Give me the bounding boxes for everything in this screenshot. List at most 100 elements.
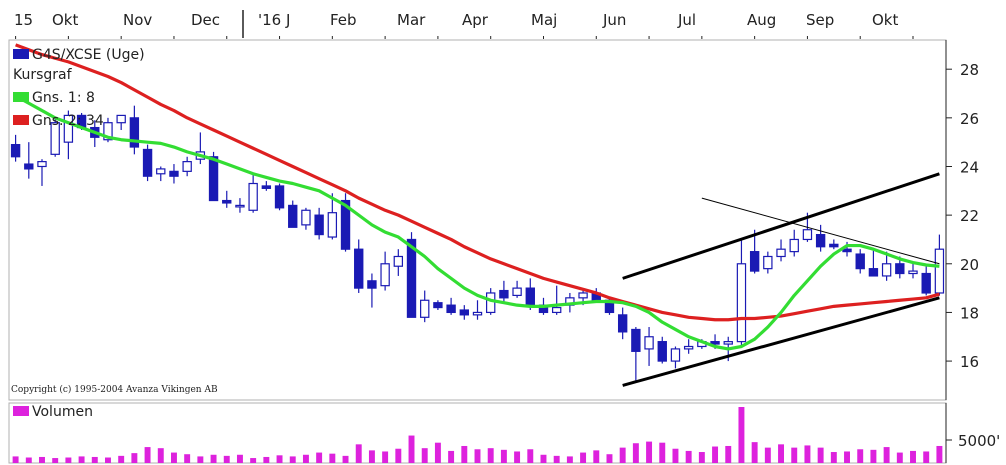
candle-body <box>169 170 179 177</box>
volume-bar <box>527 449 534 463</box>
volume-bar <box>144 447 151 463</box>
volume-bar <box>408 435 415 463</box>
candle-body <box>855 253 865 270</box>
candle-body <box>723 341 733 345</box>
candle-body <box>525 287 535 306</box>
legend: G4S/XCSE (Uge) Kursgraf Gns. 1: 8 Gns. 2… <box>13 47 145 129</box>
volume-bar <box>170 452 177 463</box>
candle-body <box>420 299 430 318</box>
candle-body <box>340 199 351 250</box>
volume-bar <box>448 450 455 463</box>
volume-bar <box>434 442 441 463</box>
volume-bar <box>276 455 283 463</box>
volume-bar <box>316 452 323 463</box>
volume-bar <box>355 444 362 463</box>
volume-bar <box>910 450 916 463</box>
volume-bar <box>25 457 32 463</box>
candle-body <box>354 248 364 289</box>
volume-bar <box>857 449 864 463</box>
candle-body <box>288 204 298 228</box>
legend-swatch-ma34 <box>13 115 29 125</box>
volume-bar <box>619 447 626 463</box>
volume-bar <box>659 442 666 463</box>
x-axis-label: '16 J <box>258 11 290 29</box>
volume-bar <box>751 442 758 463</box>
y-axis-tick-label: 24 <box>960 158 979 176</box>
candle-body <box>670 348 681 362</box>
x-axis-labels: 15 Okt Nov Dec '16 J Feb Mar Apr Maj Jun Jul Aug Sep… <box>14 11 898 29</box>
candle-body <box>881 263 892 277</box>
candle-body <box>815 233 826 248</box>
volume-bar <box>197 456 204 463</box>
volume-bar <box>923 451 930 463</box>
volume-bar <box>593 450 600 463</box>
candle-body <box>776 248 786 258</box>
candle-body <box>829 243 839 248</box>
volume-bar <box>52 458 59 463</box>
moving-averages <box>14 43 940 351</box>
candle-body <box>380 263 390 287</box>
ma34-line <box>15 43 940 322</box>
x-axis-label: Okt <box>52 11 78 29</box>
candle-body <box>657 341 667 362</box>
ma8-line <box>14 94 940 351</box>
candle-body <box>235 204 245 208</box>
legend-label-kursgraf: Kursgraf <box>13 67 73 83</box>
y-axis-tick-label: 18 <box>960 304 979 322</box>
legend-label-ma34: Gns. 2: 34 <box>32 113 104 129</box>
volume-axis: 5000' <box>946 432 1000 450</box>
candle-body <box>142 148 153 177</box>
price-panel-frame <box>8 39 947 401</box>
candle-body <box>24 163 34 170</box>
candle-body <box>433 302 443 309</box>
trendlines <box>622 172 940 387</box>
volume-legend-swatch <box>13 406 29 416</box>
volume-bar <box>804 445 811 463</box>
volume-bar <box>382 451 389 463</box>
x-axis-label: Aug <box>747 11 776 29</box>
legend-swatch-main <box>13 49 29 59</box>
y-axis-ticks: 16 18 20 22 24 26 28 <box>946 61 979 371</box>
volume-bar <box>250 458 257 463</box>
volume-legend-label: Volumen <box>32 404 93 420</box>
x-axis-label: Okt <box>872 11 898 29</box>
volume-bar <box>632 443 639 463</box>
volume-bar <box>514 451 521 463</box>
volume-bar <box>685 450 692 463</box>
legend-swatch-ma8 <box>13 92 29 102</box>
candle-body <box>248 182 258 211</box>
volume-bar <box>302 454 309 463</box>
candle-body <box>578 292 588 299</box>
candle-body <box>156 168 166 175</box>
volume-legend: Volumen <box>13 404 93 420</box>
volume-bar <box>395 448 402 463</box>
volume-bar <box>184 454 191 463</box>
volume-bar <box>830 452 837 463</box>
candle-body <box>261 185 272 189</box>
candle-body <box>367 280 377 289</box>
candle-body <box>934 248 945 294</box>
volume-bar <box>157 448 164 463</box>
volume-bar <box>39 456 45 463</box>
legend-label-ma8: Gns. 1: 8 <box>32 90 95 106</box>
candle-body <box>222 199 232 204</box>
channel-trendline <box>622 172 940 280</box>
volume-bar <box>698 452 705 463</box>
candle-body <box>10 143 21 158</box>
volume-bar <box>896 452 903 463</box>
x-axis-label: Sep <box>806 11 834 29</box>
y-axis-tick-label: 20 <box>960 256 979 274</box>
volume-bar <box>263 456 270 463</box>
candle-body <box>459 309 469 316</box>
candle-body <box>842 248 852 253</box>
volume-bar <box>236 454 243 463</box>
candlesticks <box>10 105 945 381</box>
candle-body <box>631 328 641 352</box>
candle-body <box>446 304 456 314</box>
candle-body <box>683 345 694 350</box>
x-axis-label: Apr <box>462 11 489 29</box>
y-axis-tick-label: 22 <box>960 207 979 225</box>
candle-body <box>129 117 140 148</box>
candle-body <box>789 238 799 253</box>
